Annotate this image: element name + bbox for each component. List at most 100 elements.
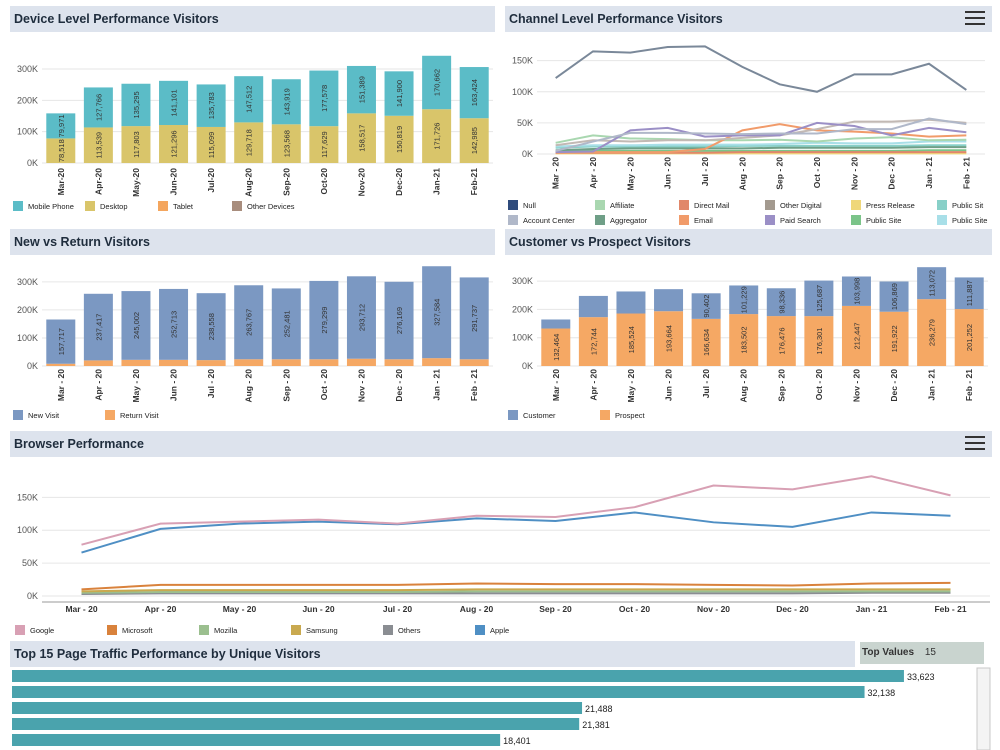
data-label-prospect: 193,664 bbox=[665, 325, 674, 352]
browser-menu-icon[interactable] bbox=[965, 436, 985, 454]
legend-swatch bbox=[508, 410, 518, 420]
page-bar-label: 21,488 bbox=[585, 704, 613, 714]
series-line bbox=[81, 591, 951, 596]
bar-desktop bbox=[159, 125, 189, 163]
series-line bbox=[555, 144, 967, 149]
legend-swatch bbox=[383, 625, 393, 635]
bar-prospect bbox=[654, 311, 684, 366]
y-tick-label: 0K bbox=[522, 149, 533, 159]
legend-label: Email bbox=[694, 216, 713, 225]
y-tick-label: 100K bbox=[512, 333, 533, 343]
data-label-new: 293,712 bbox=[357, 304, 366, 331]
bar-new bbox=[234, 285, 264, 360]
x-tick-label: Mar - 20 bbox=[551, 369, 561, 401]
y-tick-label: 300K bbox=[17, 277, 38, 287]
data-label-prospect: 212,447 bbox=[852, 322, 861, 349]
bar-desktop bbox=[422, 109, 452, 163]
top-values-label: Top Values bbox=[862, 647, 915, 658]
x-tick-label: Sep-20 bbox=[281, 168, 291, 196]
bar-mobile bbox=[459, 67, 489, 119]
page-bar-label: 21,381 bbox=[582, 720, 610, 730]
y-tick-label: 100K bbox=[512, 87, 533, 97]
data-label-prospect: 191,922 bbox=[890, 325, 899, 352]
x-tick-label: May - 20 bbox=[626, 369, 636, 403]
legend-swatch bbox=[291, 625, 301, 635]
data-label-mobile: 79,971 bbox=[57, 114, 66, 137]
data-label-prospect: 183,502 bbox=[740, 326, 749, 353]
x-tick-label: Oct - 20 bbox=[619, 604, 650, 614]
data-label-new: 245,002 bbox=[132, 312, 141, 339]
page-bar bbox=[12, 670, 904, 682]
bar-mobile bbox=[346, 65, 376, 114]
legend-swatch bbox=[508, 200, 518, 210]
x-tick-label: Dec - 20 bbox=[887, 157, 897, 190]
bar-mobile bbox=[309, 70, 339, 127]
channel-menu-icon[interactable] bbox=[965, 11, 985, 29]
data-label-desktop: 150,819 bbox=[395, 126, 404, 153]
bar-mobile bbox=[271, 79, 301, 125]
bar-new bbox=[422, 266, 452, 359]
data-label-prospect: 172,744 bbox=[589, 328, 598, 355]
x-tick-label: Jun - 20 bbox=[169, 369, 179, 401]
data-label-customer: 125,687 bbox=[815, 285, 824, 312]
bar-return bbox=[309, 359, 339, 366]
bar-mobile bbox=[83, 87, 113, 128]
data-label-mobile: 143,919 bbox=[282, 88, 291, 115]
x-tick-label: Feb - 21 bbox=[469, 369, 479, 401]
x-tick-label: Jan - 21 bbox=[927, 369, 937, 401]
series-line bbox=[81, 590, 951, 594]
bar-customer bbox=[691, 293, 721, 319]
newreturn-panel: New vs Return Visitors 300K 200K 100K 0K 157… bbox=[10, 229, 495, 425]
x-tick-label: Jan-21 bbox=[432, 168, 442, 195]
page-bar-label: 18,401 bbox=[503, 736, 531, 746]
channel-panel: Channel Level Performance Visitors 150K 1… bbox=[505, 6, 992, 226]
x-tick-label: Feb - 21 bbox=[961, 157, 971, 189]
bar-prospect bbox=[729, 314, 759, 366]
x-tick-label: Jun - 20 bbox=[664, 369, 674, 401]
bar-new bbox=[46, 319, 76, 364]
y-tick-label: 100K bbox=[17, 525, 38, 535]
x-tick-label: Feb - 21 bbox=[964, 369, 974, 401]
legend-swatch bbox=[851, 215, 861, 225]
bar-return bbox=[422, 358, 452, 366]
bar-desktop bbox=[46, 138, 76, 163]
legend-label: Others bbox=[398, 626, 421, 635]
legend-label: Samsung bbox=[306, 626, 338, 635]
bar-desktop bbox=[121, 126, 151, 163]
top-values-filter[interactable]: Top Values 15 bbox=[860, 642, 984, 664]
bar-customer bbox=[654, 289, 684, 312]
x-tick-label: Feb-21 bbox=[469, 168, 479, 196]
x-tick-label: Dec - 20 bbox=[394, 369, 404, 402]
series-line bbox=[555, 149, 967, 153]
data-label-mobile: 170,662 bbox=[433, 69, 442, 96]
x-tick-label: May-20 bbox=[131, 168, 141, 197]
y-tick-label: 50K bbox=[22, 558, 38, 568]
legend-label: Customer bbox=[523, 411, 556, 420]
y-tick-label: 150K bbox=[512, 56, 533, 66]
page-bar bbox=[12, 686, 865, 698]
data-label-prospect: 132,464 bbox=[552, 334, 561, 361]
series-line bbox=[555, 140, 967, 148]
series-line bbox=[81, 475, 951, 546]
x-tick-label: Aug-20 bbox=[244, 168, 254, 197]
legend-swatch bbox=[679, 200, 689, 210]
bar-mobile bbox=[384, 71, 414, 116]
series-line bbox=[555, 118, 967, 147]
page-bar bbox=[12, 734, 501, 746]
data-label-desktop: 78,518 bbox=[57, 139, 66, 162]
legend-label: New Visit bbox=[28, 411, 60, 420]
x-tick-label: Nov - 20 bbox=[849, 157, 859, 190]
series-line bbox=[555, 146, 967, 152]
data-label-customer: 90,402 bbox=[702, 295, 711, 318]
x-tick-label: Apr-20 bbox=[93, 168, 103, 195]
data-label-prospect: 166,634 bbox=[702, 329, 711, 356]
data-label-new: 276,169 bbox=[395, 307, 404, 334]
data-label-desktop: 129,718 bbox=[245, 129, 254, 156]
x-tick-label: Dec - 20 bbox=[776, 604, 809, 614]
browser-panel: Browser Performance 150K 100K 50K 0K Mar - 2… bbox=[10, 431, 992, 638]
legend-label: Mozilla bbox=[214, 626, 238, 635]
bar-return bbox=[46, 363, 76, 366]
bar-prospect bbox=[917, 299, 947, 366]
data-label-prospect: 236,279 bbox=[928, 319, 937, 346]
legend-swatch bbox=[107, 625, 117, 635]
